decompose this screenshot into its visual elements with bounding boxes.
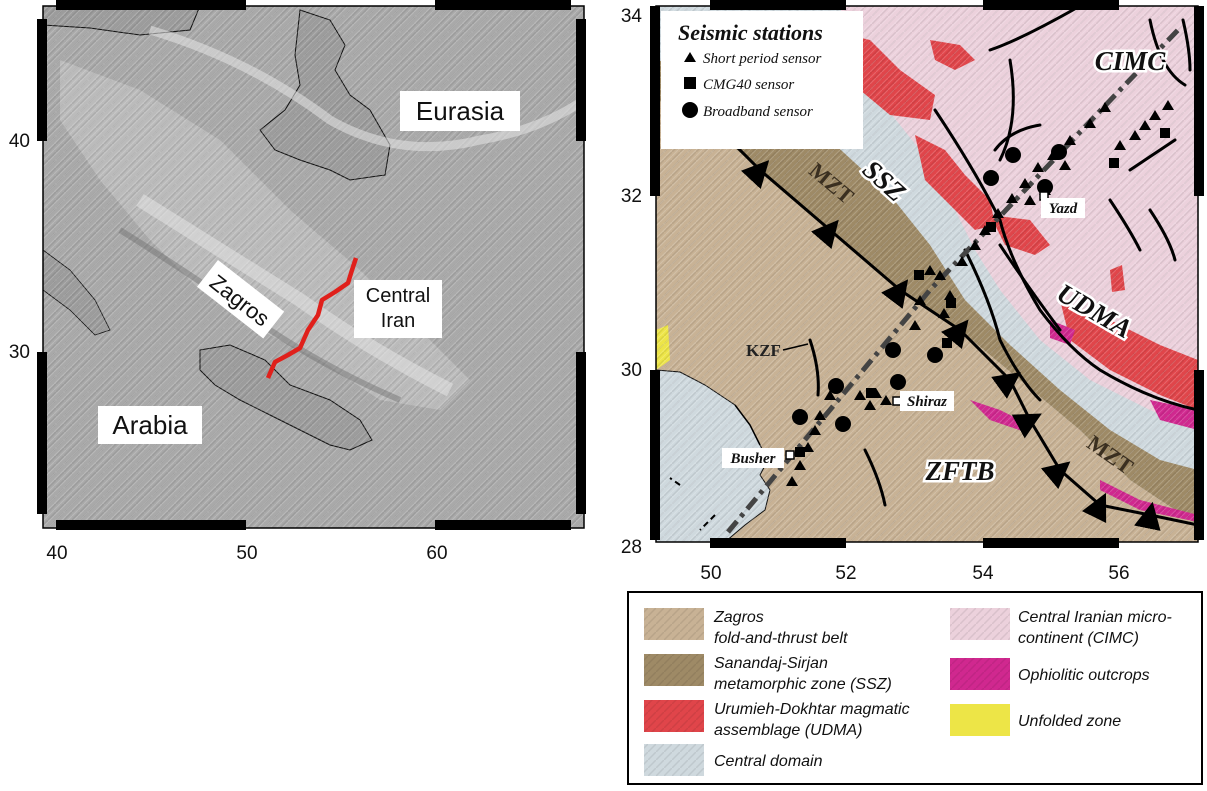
svg-text:Sanandaj-Sirjan: Sanandaj-Sirjan xyxy=(714,655,828,672)
right-x-tick-54: 54 xyxy=(972,563,994,584)
right-y-tick-34: 34 xyxy=(621,6,643,27)
right-x-tick-50: 50 xyxy=(700,563,721,584)
right-y-tick-30: 30 xyxy=(621,360,642,381)
svg-text:Ophiolitic outcrops: Ophiolitic outcrops xyxy=(1018,667,1150,684)
right-x-tick-56: 56 xyxy=(1108,563,1129,584)
legend-broadband: Broadband sensor xyxy=(703,104,813,120)
svg-text:Arabia: Arabia xyxy=(112,410,188,440)
label-eurasia: Eurasia xyxy=(400,91,520,131)
legend-swatch-unfolded xyxy=(950,704,1010,736)
legend-item-cimc: Central Iranian micro- continent (CIMC) xyxy=(950,608,1172,647)
label-kzf: KZF xyxy=(746,341,781,360)
label-cimc: CIMC xyxy=(1095,46,1167,76)
left-y-tick-40: 40 xyxy=(9,131,30,152)
svg-text:Unfolded zone: Unfolded zone xyxy=(1018,713,1121,730)
legend-item-zftb: Zagros fold-and-thrust belt xyxy=(644,608,848,647)
svg-text:Zagros: Zagros xyxy=(713,609,764,626)
unit-legend: Zagros fold-and-thrust belt Sanandaj-Sir… xyxy=(627,591,1203,785)
legend-short-period: Short period sensor xyxy=(703,51,822,67)
legend-item-ssz: Sanandaj-Sirjan metamorphic zone (SSZ) xyxy=(644,654,892,693)
legend-item-central: Central domain xyxy=(644,744,823,776)
left-map xyxy=(43,6,584,528)
station-legend: Seismic stations Short period sensor CMG… xyxy=(661,11,863,149)
legend-item-udma: Urumieh-Dokhtar magmatic assemblage (UDM… xyxy=(644,700,910,739)
svg-text:continent (CIMC): continent (CIMC) xyxy=(1018,630,1139,647)
right-map-frame xyxy=(650,0,1204,548)
cmg40-stations xyxy=(795,128,1170,457)
legend-item-unfolded: Unfolded zone xyxy=(950,704,1121,736)
right-y-tick-32: 32 xyxy=(621,186,642,207)
svg-text:Central: Central xyxy=(366,285,430,307)
left-map-frame xyxy=(37,0,586,530)
label-yazd: Yazd xyxy=(1041,198,1085,218)
broadband-stations xyxy=(792,144,1067,432)
svg-text:metamorphic zone (SSZ): metamorphic zone (SSZ) xyxy=(714,676,892,693)
legend-item-ophiolite: Ophiolitic outcrops xyxy=(950,658,1150,690)
legend-triangle-marker xyxy=(684,52,696,62)
right-x-tick-52: 52 xyxy=(835,563,856,584)
svg-text:Eurasia: Eurasia xyxy=(416,96,505,126)
label-shiraz: Shiraz xyxy=(900,391,954,411)
label-central-iran: Central Iran xyxy=(354,280,442,338)
svg-text:Urumieh-Dokhtar magmatic: Urumieh-Dokhtar magmatic xyxy=(714,701,910,718)
stations xyxy=(786,100,1174,486)
mzt-thrust xyxy=(698,108,1198,531)
left-y-tick-30: 30 xyxy=(9,342,30,363)
profile-line xyxy=(265,257,359,379)
svg-text:fold-and-thrust belt: fold-and-thrust belt xyxy=(714,630,848,647)
label-arabia: Arabia xyxy=(98,406,202,444)
svg-text:Busher: Busher xyxy=(729,451,775,467)
station-legend-title: Seismic stations xyxy=(678,20,823,45)
svg-text:Central Iranian micro-: Central Iranian micro- xyxy=(1018,609,1172,626)
left-x-tick-50: 50 xyxy=(236,543,257,564)
legend-cmg40: CMG40 sensor xyxy=(703,77,794,93)
legend-square-marker xyxy=(684,77,696,89)
svg-text:Iran: Iran xyxy=(381,310,415,332)
svg-text:assemblage (UDMA): assemblage (UDMA) xyxy=(714,722,862,739)
left-x-tick-60: 60 xyxy=(426,543,447,564)
label-busher: Busher xyxy=(722,448,784,468)
legend-circle-marker xyxy=(682,102,698,118)
busher-marker xyxy=(785,450,795,460)
svg-text:Yazd: Yazd xyxy=(1049,201,1078,217)
svg-text:Shiraz: Shiraz xyxy=(907,394,947,410)
shiraz-marker xyxy=(892,396,902,406)
label-zftb: ZFTB xyxy=(924,456,994,486)
left-x-tick-40: 40 xyxy=(46,543,67,564)
profile-line-right xyxy=(726,28,1180,534)
right-y-tick-28: 28 xyxy=(621,537,642,558)
svg-text:Central domain: Central domain xyxy=(714,753,823,770)
